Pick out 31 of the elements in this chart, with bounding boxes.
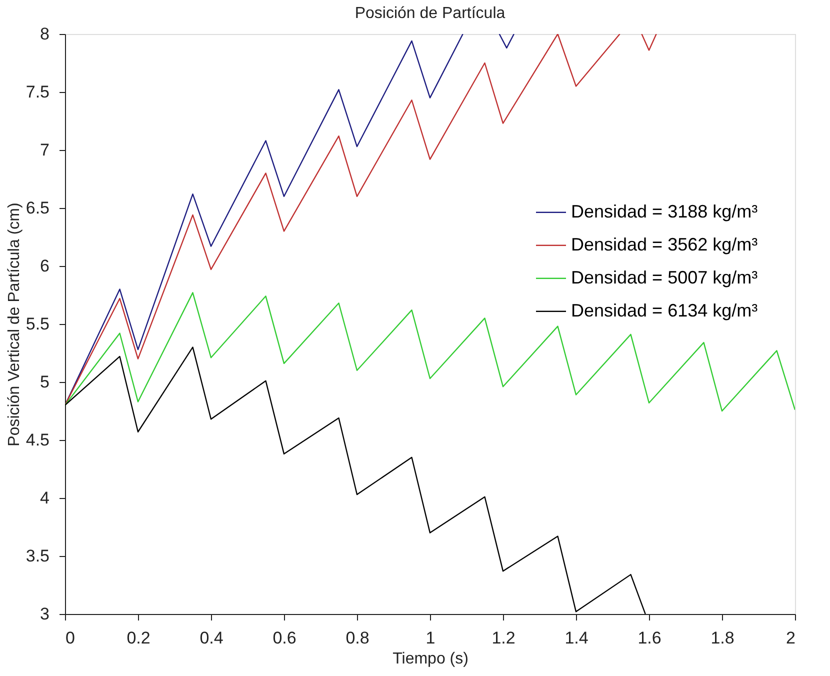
line-series bbox=[65, 346, 646, 614]
x-tick-label: 2 bbox=[786, 628, 796, 648]
y-axis-title: Posición Vertical de Partícula (cm) bbox=[6, 202, 23, 446]
x-tick-label: 1.6 bbox=[638, 628, 662, 648]
x-tick-label: 0.2 bbox=[126, 628, 150, 648]
y-tick-label: 5.5 bbox=[26, 314, 50, 334]
y-tick-label: 8 bbox=[40, 24, 50, 44]
legend-label: Densidad = 6134 kg/m³ bbox=[571, 300, 758, 320]
y-tick-label: 3 bbox=[40, 604, 50, 624]
y-tick-label: 7 bbox=[40, 140, 50, 160]
x-tick-label: 1.2 bbox=[492, 628, 516, 648]
x-tick-label: 1.8 bbox=[710, 628, 734, 648]
y-tick-label: 4 bbox=[40, 488, 50, 508]
chart-title: Posición de Partícula bbox=[354, 5, 506, 22]
legend-label: Densidad = 3562 kg/m³ bbox=[571, 234, 758, 254]
y-tick-label: 6 bbox=[40, 256, 50, 276]
y-tick-label: 5 bbox=[40, 372, 50, 392]
y-tick-label: 3.5 bbox=[26, 546, 50, 566]
x-tick-label: 1.4 bbox=[564, 628, 588, 648]
x-tick-label: 0.4 bbox=[200, 628, 224, 648]
x-tick-label: 0.6 bbox=[272, 628, 296, 648]
legend-label: Densidad = 3188 kg/m³ bbox=[571, 201, 758, 222]
y-tick-label: 6.5 bbox=[26, 198, 50, 218]
x-tick-label: 1 bbox=[426, 628, 436, 648]
y-tick-label: 7.5 bbox=[26, 82, 50, 102]
y-tick-label: 4.5 bbox=[26, 430, 50, 450]
x-tick-label: 0.8 bbox=[346, 628, 370, 648]
x-axis-title: Tiempo (s) bbox=[392, 650, 468, 668]
legend-label: Densidad = 5007 kg/m³ bbox=[571, 267, 758, 288]
line-series bbox=[65, 292, 795, 412]
x-tick-label: 0 bbox=[66, 628, 75, 648]
